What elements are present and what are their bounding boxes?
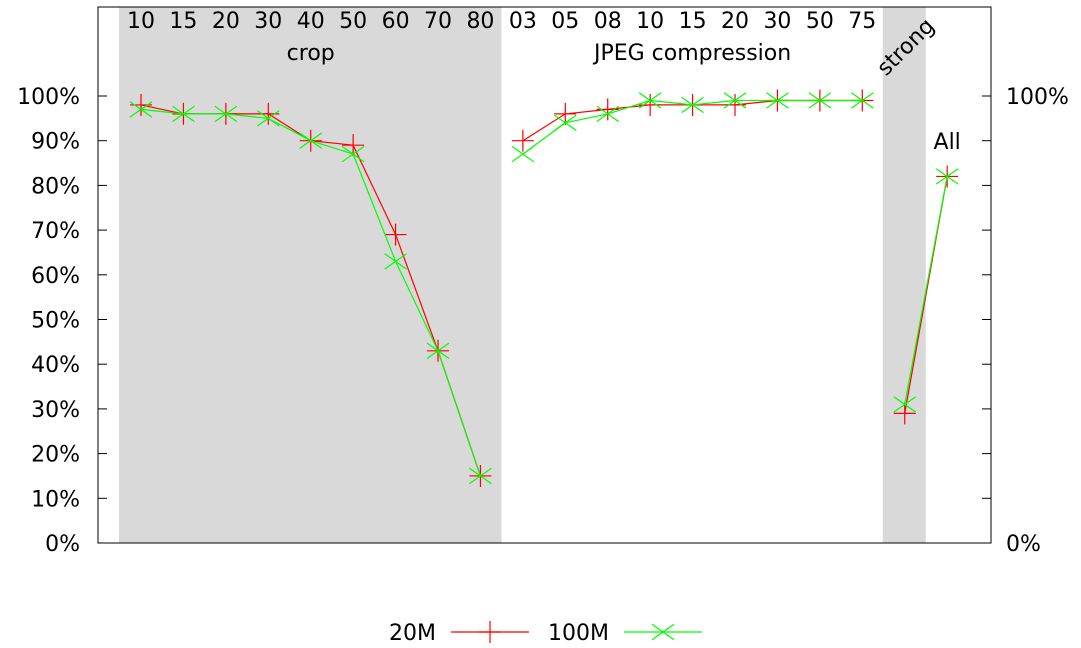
top-tick-label: 08 bbox=[594, 9, 622, 34]
y2-axis: 0% 100% bbox=[1006, 85, 1069, 557]
data-point bbox=[172, 105, 195, 123]
section-shading bbox=[119, 7, 926, 543]
data-point bbox=[214, 105, 238, 123]
series-group bbox=[129, 89, 959, 487]
y-tick-label: 90% bbox=[31, 130, 80, 155]
data-point bbox=[299, 132, 323, 149]
data-point bbox=[129, 101, 153, 118]
top-tick-label: 10 bbox=[127, 9, 155, 34]
plot-frame bbox=[97, 6, 992, 544]
data-point bbox=[639, 93, 662, 116]
top-tick-label: 15 bbox=[169, 9, 197, 34]
y-tick-label: 30% bbox=[31, 398, 80, 423]
top-tick-label: 15 bbox=[679, 9, 707, 34]
data-point bbox=[893, 396, 917, 413]
y-tick-label: 100% bbox=[17, 85, 80, 110]
data-point bbox=[850, 92, 874, 109]
y-tick-label: 0% bbox=[45, 532, 80, 557]
data-point bbox=[479, 621, 501, 643]
top-tick-labels: 10 15 20 30 40 50 60 70 80 03 05 08 10 15 20 30 50 75 bbox=[127, 9, 876, 34]
top-tick-label: 40 bbox=[297, 9, 325, 34]
data-point bbox=[426, 342, 450, 359]
data-point bbox=[554, 102, 577, 125]
y2-tick-label: 0% bbox=[1006, 532, 1041, 557]
y-tick-label: 80% bbox=[31, 174, 80, 199]
y2-tick-label: 100% bbox=[1006, 85, 1069, 110]
data-point bbox=[384, 223, 407, 246]
data-point bbox=[681, 96, 704, 114]
data-point bbox=[553, 114, 577, 132]
top-tick-label: 10 bbox=[636, 9, 664, 34]
top-tick-label: 70 bbox=[424, 9, 452, 34]
top-tick-label: 50 bbox=[339, 9, 367, 34]
data-point bbox=[724, 93, 747, 116]
data-point bbox=[469, 467, 492, 485]
section-label: JPEG compression bbox=[592, 41, 791, 66]
series-100M bbox=[129, 92, 959, 485]
data-point bbox=[596, 98, 619, 121]
top-tick-label: 05 bbox=[551, 9, 579, 34]
section-label: All bbox=[934, 130, 961, 155]
y-tick-label: 60% bbox=[31, 264, 80, 289]
data-point bbox=[511, 145, 535, 163]
data-point bbox=[808, 92, 832, 109]
data-point bbox=[596, 105, 620, 123]
data-point bbox=[256, 110, 280, 127]
legend: 20M 100M bbox=[389, 621, 702, 646]
data-point bbox=[638, 92, 662, 109]
y-tick-label: 10% bbox=[31, 487, 80, 512]
y-tick-label: 50% bbox=[31, 309, 80, 334]
data-point bbox=[766, 92, 789, 109]
data-point bbox=[651, 623, 675, 641]
data-point bbox=[935, 168, 959, 185]
y-tick-label: 20% bbox=[31, 443, 80, 468]
data-point bbox=[511, 129, 534, 152]
top-tick-label: 03 bbox=[509, 9, 537, 34]
data-point bbox=[342, 134, 365, 157]
y-axis: 0% 10% 20% 30% 40% 50% 60% 70% 80% 90% 100% bbox=[17, 85, 991, 557]
top-tick-label: 20 bbox=[212, 9, 240, 34]
top-tick-label: 60 bbox=[382, 9, 410, 34]
legend-label: 100M bbox=[548, 621, 609, 646]
section-label: crop bbox=[287, 41, 335, 66]
y-tick-label: 40% bbox=[31, 353, 80, 378]
top-tick-label: 75 bbox=[848, 9, 876, 34]
legend-label: 20M bbox=[389, 621, 436, 646]
top-tick-label: 30 bbox=[763, 9, 791, 34]
top-tick-label: 30 bbox=[254, 9, 282, 34]
data-point bbox=[341, 145, 365, 163]
data-point bbox=[384, 253, 407, 270]
data-point bbox=[723, 92, 747, 109]
top-tick-label: 20 bbox=[721, 9, 749, 34]
series-line bbox=[904, 176, 948, 405]
top-tick-label: 50 bbox=[806, 9, 834, 34]
section-shade bbox=[882, 7, 926, 543]
top-tick-label: 80 bbox=[466, 9, 494, 34]
data-point bbox=[893, 402, 916, 425]
y-tick-label: 70% bbox=[31, 219, 80, 244]
section-shade bbox=[119, 7, 502, 543]
